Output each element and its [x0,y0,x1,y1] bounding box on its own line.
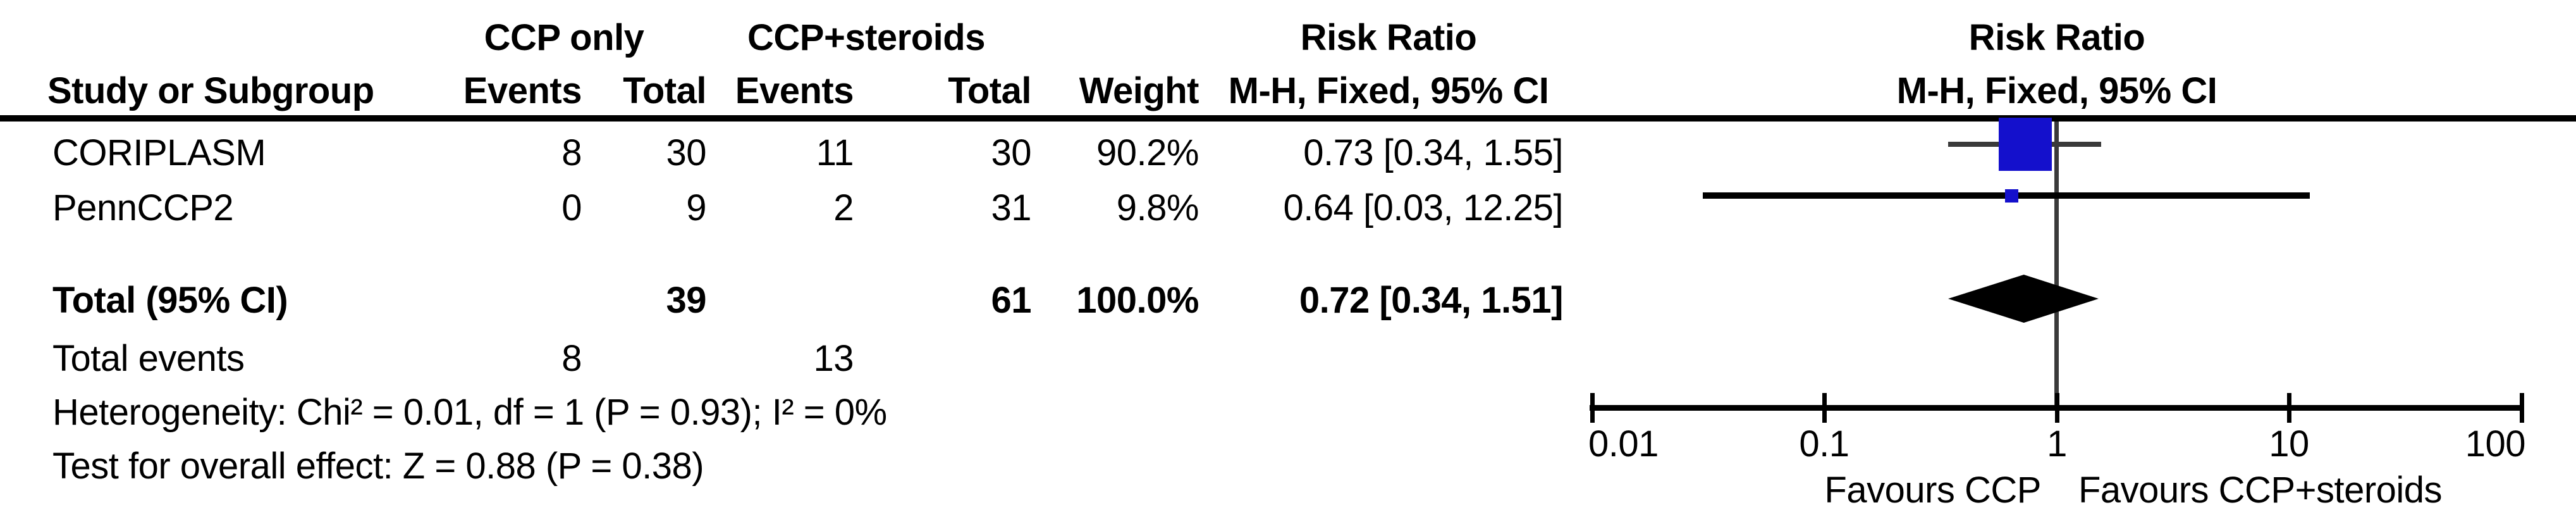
heterogeneity-text: Heterogeneity: Chi² = 0.01, df = 1 (P = … [52,392,887,433]
tick-label-1: 1 [2047,423,2067,465]
events1-value: 0 [561,187,582,228]
favours-right-label: Favours CCP+steroids [2078,470,2443,511]
effect-square [1998,118,2052,171]
total1-value: 30 [666,132,706,173]
tick-label-01: 0.1 [1799,423,1849,465]
study-name: CORIPLASM [52,132,266,173]
axis-tick-1 [2055,393,2059,423]
weight-value: 90.2% [1096,132,1199,173]
group1-header: CCP only [484,17,644,58]
total2-column-header: Total [948,70,1031,111]
total-diamond [1947,275,2099,323]
total1-sum: 39 [666,280,706,321]
rr-ci-total: 0.72 [0.34, 1.51] [1299,280,1564,321]
total1-column-header: Total [623,70,706,111]
risk-ratio-plot-header: Risk Ratio [1968,17,2145,58]
events1-column-header: Events [463,70,582,111]
overall-effect-text: Test for overall effect: Z = 0.88 (P = 0… [52,446,704,487]
total2-value: 31 [991,187,1031,228]
total-label: Total (95% CI) [52,280,288,321]
weight-column-header: Weight [1079,70,1199,111]
no-effect-line [2054,122,2059,408]
study-name: PennCCP2 [52,187,234,228]
tick-label-10: 10 [2269,423,2309,465]
axis-tick-001 [1590,393,1595,423]
weight-sum: 100.0% [1076,280,1199,321]
axis-tick-01 [1822,393,1827,423]
total2-sum: 61 [991,280,1031,321]
favours-left-label: Favours CCP [1824,470,2041,511]
total-events2-value: 13 [813,338,854,379]
risk-ratio-column-header: Risk Ratio [1300,17,1477,58]
effect-square [2005,189,2019,203]
study-column-header: Study or Subgroup [47,70,374,111]
header-separator-line [0,115,2576,122]
total1-value: 9 [686,187,706,228]
axis-tick-100 [2520,393,2524,423]
events1-value: 8 [561,132,582,173]
events2-column-header: Events [735,70,854,111]
group2-header: CCP+steroids [747,17,985,58]
method-plot-header: M-H, Fixed, 95% CI [1896,70,2217,111]
method-column-header: M-H, Fixed, 95% CI [1228,70,1549,111]
total2-value: 30 [991,132,1031,173]
tick-label-001: 0.01 [1588,423,1659,465]
events2-value: 11 [816,132,854,173]
rr-ci-value: 0.64 [0.03, 12.25] [1283,187,1564,228]
events2-value: 2 [833,187,854,228]
total-events-label: Total events [52,338,245,379]
rr-ci-value: 0.73 [0.34, 1.55] [1303,132,1563,173]
weight-value: 9.8% [1116,187,1199,228]
axis-tick-10 [2287,393,2291,423]
total-events1-value: 8 [561,338,582,379]
tick-label-100: 100 [2465,423,2526,465]
